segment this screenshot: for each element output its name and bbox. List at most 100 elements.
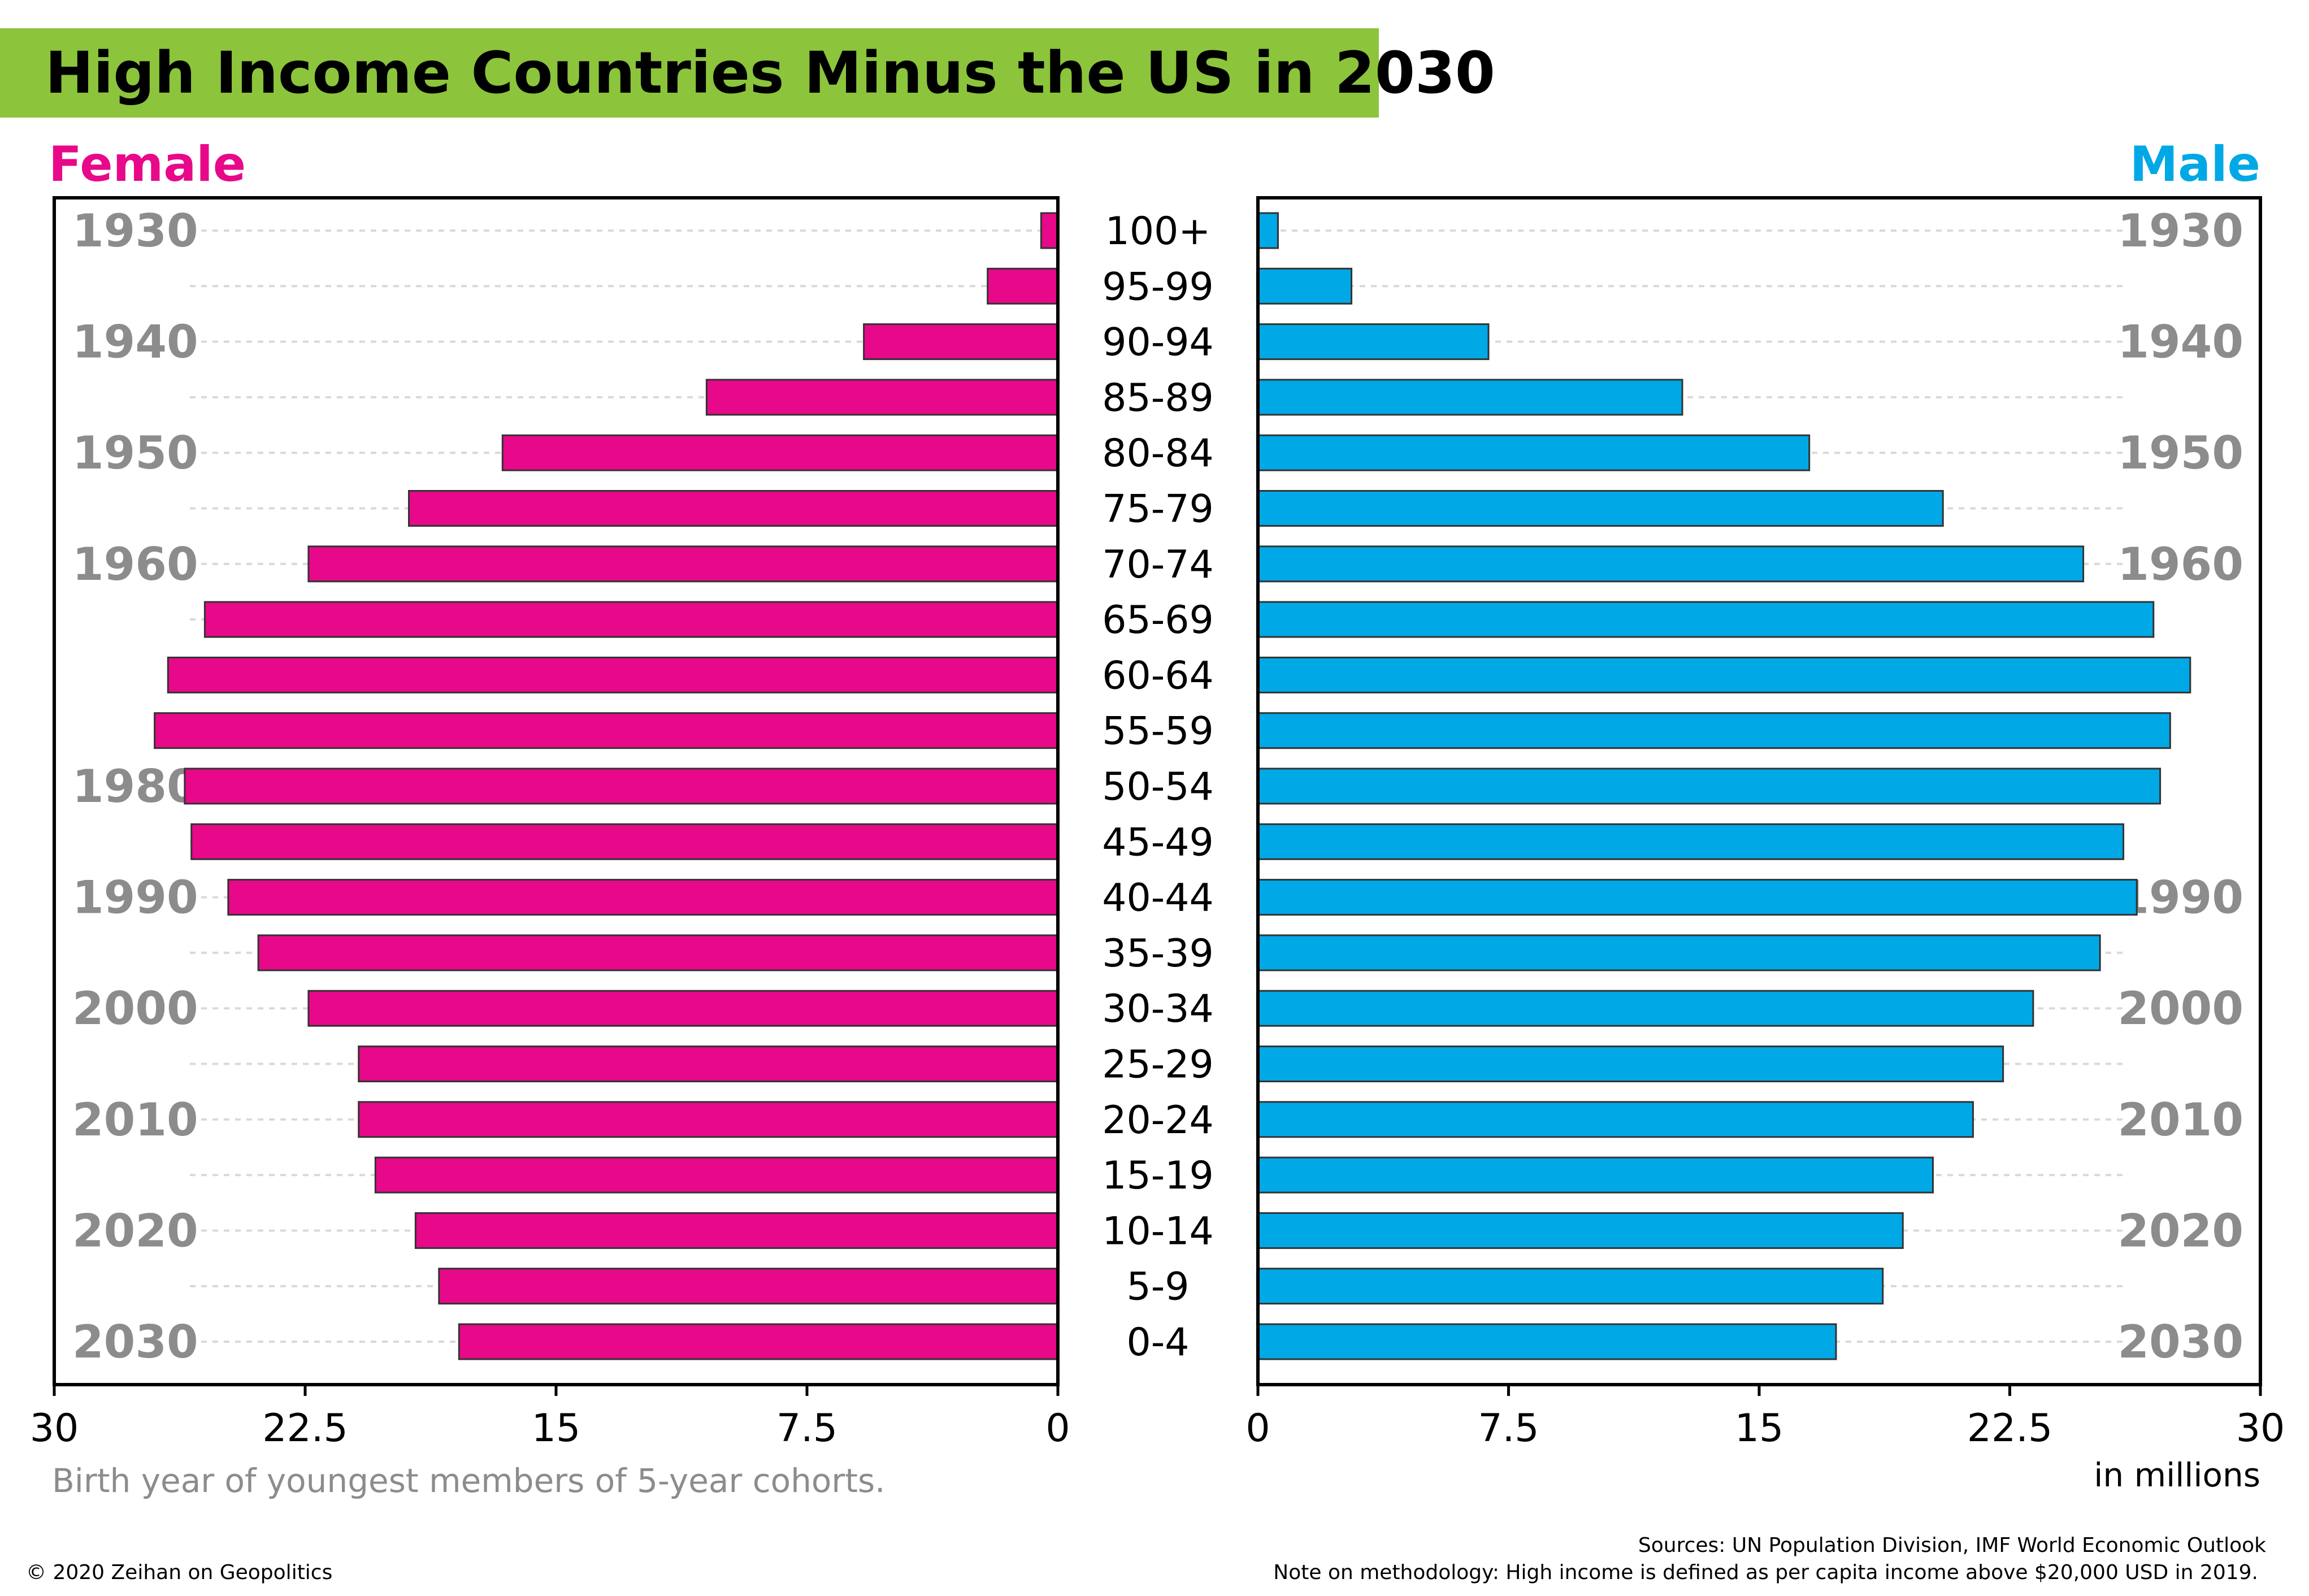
age-group-label: 5-9 (1126, 1265, 1189, 1309)
age-group-label: 85-89 (1102, 376, 1214, 420)
male-bar (1257, 1101, 1974, 1138)
birth-year-label: 2020 (2117, 1204, 2243, 1257)
age-group-label: 90-94 (1102, 320, 1214, 365)
male-x-tick-label: 30 (2236, 1406, 2285, 1451)
male-bars (1257, 212, 2191, 1360)
birth-year-note: Birth year of youngest members of 5-year… (52, 1461, 886, 1500)
female-bar (227, 879, 1059, 916)
chart-title: High Income Countries Minus the US in 20… (45, 40, 1495, 107)
male-bar (1257, 823, 2125, 860)
female-bar (501, 434, 1059, 471)
age-group-label: 55-59 (1102, 709, 1214, 754)
male-bar (1257, 434, 1811, 471)
female-bar (257, 934, 1059, 972)
birth-year-label: 1950 (2117, 427, 2243, 479)
female-bar (1040, 212, 1059, 249)
birth-year-label: 1940 (72, 316, 198, 368)
male-bar (1257, 545, 2085, 583)
birth-year-label: 1990 (2117, 871, 2243, 924)
male-bar (1257, 601, 2155, 638)
age-group-labels: 100+ 95-99 90-94 85-89 80-84 75-79 70-74 65-69 6… (1102, 209, 1214, 1365)
male-bar (1257, 490, 1944, 527)
birth-year-label: 2010 (2117, 1094, 2243, 1146)
age-group-label: 10-14 (1102, 1209, 1214, 1254)
male-x-tick-label: 0 (1245, 1406, 1270, 1451)
copyright: © 2020 Zeihan on Geopolitics (26, 1561, 332, 1584)
age-group-label: 45-49 (1102, 820, 1214, 865)
female-bar (987, 267, 1059, 305)
birth-year-label: 2020 (72, 1204, 198, 1257)
birth-year-label: 2030 (72, 1316, 198, 1368)
female-x-tick-label: 30 (30, 1406, 79, 1451)
female-bar (438, 1268, 1059, 1305)
methodology-note: Note on methodology: High income is defi… (1273, 1561, 2258, 1584)
male-bar (1257, 267, 1353, 305)
birth-year-label: 1940 (2117, 316, 2243, 368)
female-x-tick-label: 0 (1045, 1406, 1070, 1451)
birth-year-label: 1960 (2117, 538, 2243, 591)
age-group-label: 35-39 (1102, 931, 1214, 976)
female-bar (184, 767, 1059, 805)
x-axis-label: in millions (2094, 1456, 2260, 1494)
male-x-axis: 0 7.5 15 22.5 30 (1245, 1385, 2285, 1451)
male-bar (1257, 1323, 1837, 1360)
female-bar (190, 823, 1059, 860)
male-x-tick-label: 22.5 (1967, 1406, 2052, 1451)
birth-year-label: 1930 (2117, 205, 2243, 257)
birth-year-label: 1930 (72, 205, 198, 257)
female-bar (414, 1212, 1059, 1249)
age-group-label: 60-64 (1102, 653, 1214, 698)
female-bar (358, 1046, 1059, 1082)
female-bar (458, 1323, 1059, 1360)
female-x-tick-label: 15 (532, 1406, 581, 1451)
birth-year-label: 2010 (72, 1094, 198, 1146)
male-label: Male (2130, 136, 2260, 193)
female-birth-year-labels: 1930 1940 1950 1960 1980 1990 2000 2010 2020 2030 (72, 205, 198, 1368)
male-bar (1257, 1268, 1884, 1305)
female-bar (374, 1156, 1059, 1194)
age-group-label: 30-34 (1102, 987, 1214, 1031)
male-birth-year-labels: 1930 1940 1950 1960 1990 2000 2010 2020 2030 (2117, 205, 2243, 1368)
age-group-label: 70-74 (1102, 543, 1214, 587)
male-x-tick-label: 7.5 (1478, 1406, 1539, 1451)
birth-year-label: 2030 (2117, 1316, 2243, 1368)
birth-year-label: 1950 (72, 427, 198, 479)
age-group-label: 0-4 (1126, 1320, 1189, 1365)
male-bar (1257, 1156, 1934, 1194)
male-bar (1257, 1046, 2004, 1082)
age-group-label: 80-84 (1102, 431, 1214, 476)
age-group-label: 15-19 (1102, 1153, 1214, 1198)
male-bar (1257, 767, 2162, 805)
age-group-label: 20-24 (1102, 1098, 1214, 1143)
female-bars (154, 212, 1059, 1360)
male-bar (1257, 379, 1683, 416)
birth-year-label: 1980 (72, 760, 198, 813)
birth-year-label: 1990 (72, 871, 198, 924)
birth-year-label: 1960 (72, 538, 198, 591)
age-group-label: 100+ (1105, 209, 1211, 254)
age-group-label: 65-69 (1102, 598, 1214, 643)
age-group-label: 40-44 (1102, 876, 1214, 921)
male-bar (1257, 879, 2138, 916)
female-bar (307, 990, 1059, 1027)
birth-year-label: 2000 (72, 982, 198, 1035)
male-bar (1257, 323, 1490, 361)
female-bar (203, 601, 1059, 638)
female-x-tick-label: 22.5 (262, 1406, 348, 1451)
female-bar (358, 1101, 1059, 1138)
female-bar (167, 656, 1059, 693)
age-group-label: 50-54 (1102, 765, 1214, 809)
female-bar (863, 323, 1059, 361)
age-group-label: 95-99 (1102, 264, 1214, 309)
birth-year-label: 2000 (2117, 982, 2243, 1035)
female-bar (307, 545, 1059, 583)
male-bar (1257, 990, 2034, 1027)
female-bar (154, 712, 1059, 749)
male-bar (1257, 934, 2101, 972)
male-x-tick-label: 15 (1735, 1406, 1784, 1451)
title-band (0, 28, 1379, 118)
male-bar (1257, 712, 2171, 749)
age-group-label: 75-79 (1102, 487, 1214, 532)
female-bar (705, 379, 1059, 416)
